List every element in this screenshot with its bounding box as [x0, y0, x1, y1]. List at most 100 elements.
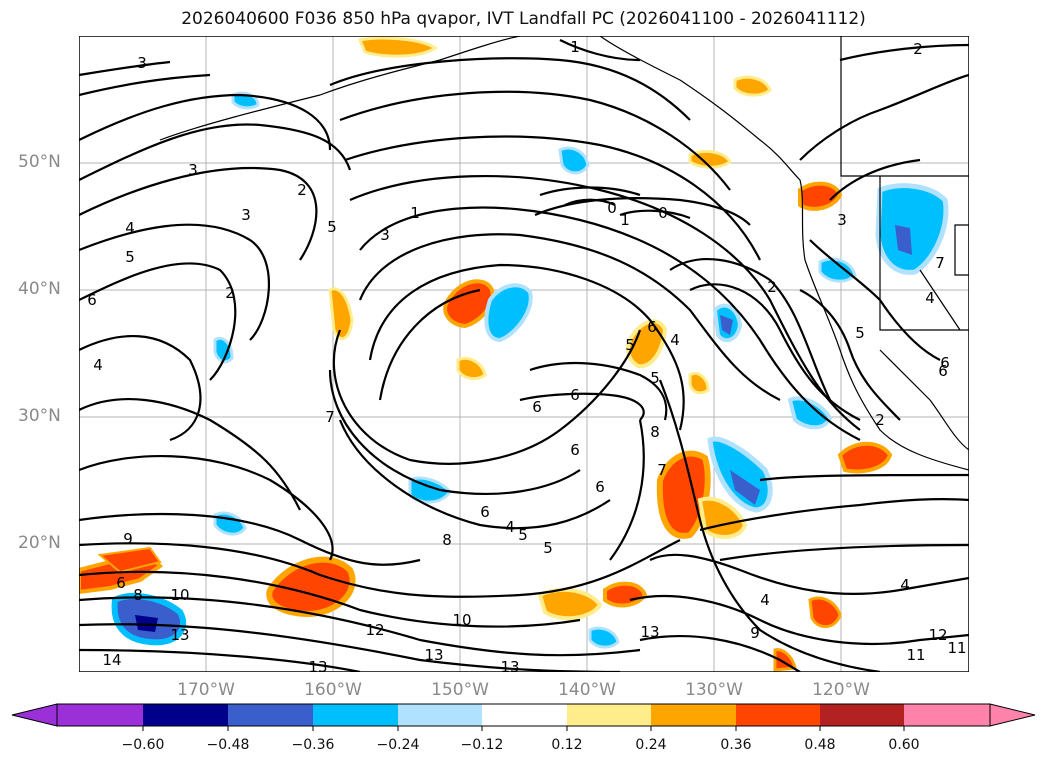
contour-label: 6: [570, 386, 580, 404]
contour-label: 13: [170, 626, 189, 644]
contour-label: 5: [125, 248, 135, 266]
negative-anomaly: [213, 336, 234, 364]
negative-anomaly: [588, 626, 620, 649]
contour-label: 4: [670, 331, 680, 349]
contour-label: 11: [906, 646, 925, 664]
contour-label: 3: [380, 226, 390, 244]
negative-anomaly: [787, 396, 833, 430]
positive-anomaly: [688, 372, 710, 395]
positive-anomaly: [97, 546, 162, 574]
colorbar-tick: 0.12: [551, 737, 583, 753]
contour-label: 8: [442, 531, 452, 549]
colorbar: [11, 703, 1036, 731]
lon-label-130w: 130°W: [685, 680, 743, 700]
positive-anomaly: [688, 150, 732, 169]
contour-label: 2: [875, 411, 885, 429]
contour-label: 3: [241, 206, 251, 224]
contour-label: 12: [928, 626, 947, 644]
contour-label: 13: [500, 658, 519, 676]
contour-label: 13: [640, 623, 659, 641]
contour-label: 6: [87, 291, 97, 309]
contour-label: 10: [452, 611, 471, 629]
contour-label: 6: [532, 398, 542, 416]
lon-label-160w: 160°W: [304, 680, 362, 700]
colorbar-tick: 0.48: [804, 737, 836, 753]
contour-label: 7: [935, 254, 945, 272]
contour-label: 0: [607, 199, 617, 217]
contour-label: 7: [325, 408, 335, 426]
contour-label: 7: [657, 461, 667, 479]
contour-label: 5: [855, 324, 865, 342]
contour-label: 5: [518, 526, 528, 544]
positive-anomaly: [456, 356, 487, 381]
negative-anomaly: [895, 225, 912, 255]
contour-label: 10: [170, 586, 189, 604]
negative-anomaly: [135, 615, 158, 632]
contour-label: 2: [297, 181, 307, 199]
contour-label: 4: [900, 576, 910, 594]
negative-anomaly: [720, 315, 733, 335]
contour-label: 6: [938, 362, 948, 380]
positive-anomaly: [357, 36, 438, 58]
contour-label: 1: [410, 204, 420, 222]
contour-label: 6: [480, 503, 490, 521]
contour-label: 6: [647, 318, 657, 336]
contour-label: 2: [767, 278, 777, 296]
map-title: 2026040600 F036 850 hPa qvapor, IVT Land…: [181, 9, 866, 29]
contour-label: 6: [116, 574, 126, 592]
contour-label: 4: [925, 289, 935, 307]
contour-label: 5: [650, 369, 660, 387]
colorbar-tick: −0.12: [460, 737, 504, 753]
contour-label: 8: [133, 586, 143, 604]
colorbar-tick: −0.36: [291, 737, 335, 753]
contour-label: 6: [595, 478, 605, 496]
contour-label: 5: [543, 539, 553, 557]
contour-label: 0: [658, 204, 668, 222]
contour-label: 3: [137, 54, 147, 72]
negative-anomaly: [484, 283, 533, 343]
contour-label: 9: [123, 530, 133, 548]
lon-label-120w: 120°W: [812, 680, 870, 700]
contour-label: 14: [102, 651, 121, 669]
colorbar-tick: −0.60: [121, 737, 165, 753]
contour-label: 4: [505, 518, 515, 536]
contour-label: 6: [940, 354, 950, 372]
contour-label: 3: [837, 211, 847, 229]
lat-label-40n: 40°N: [18, 279, 61, 299]
contour-label: 1: [620, 211, 630, 229]
contour-label: 2: [225, 284, 235, 302]
coastlines: [159, 36, 969, 471]
colorbar-tick: 0.24: [635, 737, 667, 753]
positive-anomaly: [837, 441, 893, 474]
colorbar-tick: −0.24: [376, 737, 420, 753]
contour-label: 4: [93, 356, 103, 374]
colorbar-tick: −0.48: [206, 737, 250, 753]
contour-label: 1: [570, 38, 580, 56]
contour-label: 3: [188, 161, 198, 179]
lon-label-170w: 170°W: [177, 680, 235, 700]
colorbar-tick: 0.36: [720, 737, 752, 753]
lat-label-20n: 20°N: [18, 533, 61, 553]
positive-anomaly: [798, 181, 843, 211]
lat-label-30n: 30°N: [18, 406, 61, 426]
contour-label: 5: [327, 218, 337, 236]
contour-label: 4: [125, 219, 135, 237]
positive-anomaly: [603, 581, 648, 608]
contour-label: 2: [913, 40, 923, 58]
qvapor-shading: [79, 36, 949, 672]
negative-anomaly: [875, 183, 949, 275]
contour-label: 13: [308, 658, 327, 676]
contour-label: 4: [760, 591, 770, 609]
contour-label: 11: [947, 639, 966, 657]
positive-anomaly: [808, 596, 842, 629]
ivt-contours: [79, 39, 969, 672]
contour-label: 8: [650, 423, 660, 441]
colorbar-tick: 0.60: [888, 737, 920, 753]
lat-label-50n: 50°N: [18, 152, 61, 172]
lon-label-140w: 140°W: [558, 680, 616, 700]
positive-anomaly: [733, 75, 772, 97]
colorbar-extend-low: [11, 703, 58, 727]
contour-label: 13: [424, 646, 443, 664]
contour-label: 12: [365, 621, 384, 639]
